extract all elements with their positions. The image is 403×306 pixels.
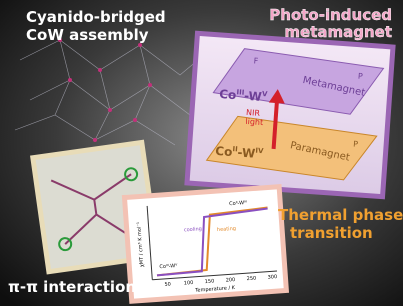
- scheme-panel: Metamagnet F P CoIII-WV Paramagnet P CoI…: [187, 33, 393, 196]
- annotation: cooling: [184, 226, 202, 233]
- x-tick-label: 150: [205, 278, 215, 285]
- plot-panel: χMT / cm³ K mol⁻¹ Temperature / K 50 100…: [124, 187, 286, 302]
- corner-label: P: [358, 72, 364, 81]
- pi-label: π-π interaction: [8, 278, 136, 296]
- x-tick-label: 50: [164, 281, 171, 287]
- corner-label: P: [353, 139, 359, 148]
- x-tick-label: 200: [226, 277, 236, 284]
- x-tick-label: 100: [184, 280, 194, 287]
- x-tick-label: 250: [247, 276, 257, 283]
- graphical-abstract: Cyanido-bridgedCoW assembly Photo-induce…: [0, 0, 403, 306]
- x-tick-label: 300: [267, 274, 277, 281]
